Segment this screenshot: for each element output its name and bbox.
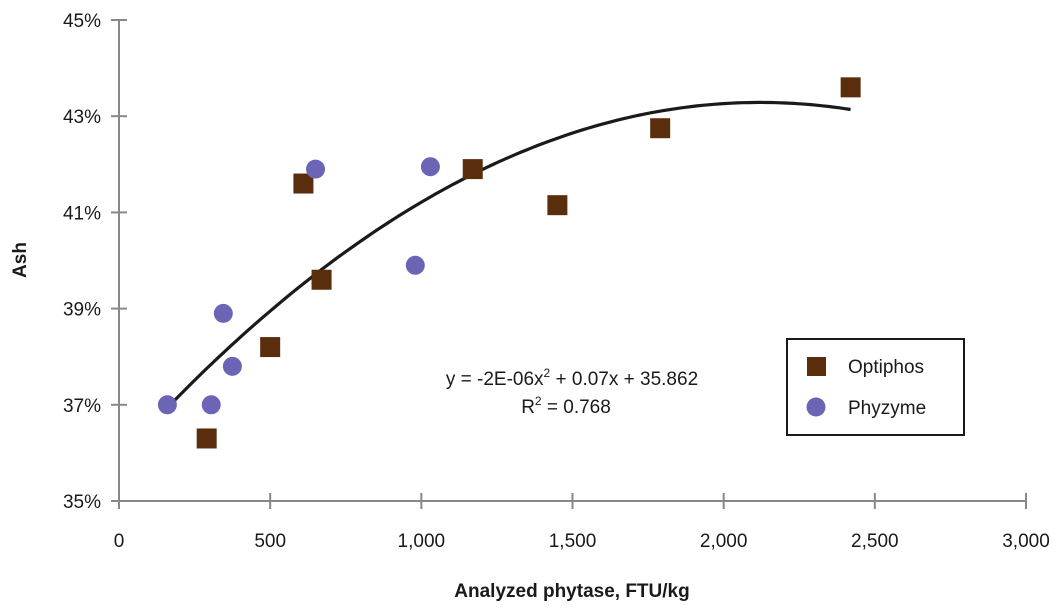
- point-optiphos: [547, 195, 568, 216]
- svg-text:R2 = 0.768: R2 = 0.768: [521, 394, 611, 418]
- data-markers: [157, 77, 861, 449]
- point-phyzyme: [201, 395, 221, 415]
- x-tick-label: 0: [114, 531, 125, 552]
- point-phyzyme: [213, 303, 233, 323]
- point-optiphos: [650, 118, 671, 139]
- point-phyzyme: [420, 157, 440, 177]
- y-tick-label: 39%: [63, 300, 101, 321]
- legend: Optiphos Phyzyme: [786, 338, 965, 436]
- y-tick-label: 37%: [63, 396, 101, 417]
- point-optiphos: [196, 428, 217, 449]
- legend-label-optiphos: Optiphos: [848, 357, 924, 378]
- point-optiphos: [311, 269, 332, 290]
- y-tick-label: 35%: [63, 492, 101, 513]
- x-tick-label: 2,000: [700, 531, 748, 552]
- point-optiphos: [260, 337, 281, 358]
- y-tick-label: 43%: [63, 107, 101, 128]
- trendline: [166, 100, 851, 409]
- point-phyzyme: [306, 159, 326, 179]
- point-phyzyme: [222, 356, 242, 376]
- y-ticks: 35% 37% 39% 41% 43% 45%: [63, 11, 127, 513]
- legend-box: [786, 338, 965, 436]
- x-tick-label: 1,500: [549, 531, 597, 552]
- point-optiphos: [293, 173, 314, 194]
- y-tick-label: 41%: [63, 203, 101, 224]
- point-optiphos: [840, 77, 861, 98]
- y-axis-title: Ash: [10, 242, 31, 278]
- point-optiphos: [462, 159, 483, 180]
- x-ticks: 0 500 1,000 1,500 2,000 2,500 3,000: [114, 493, 1050, 552]
- legend-label-phyzyme: Phyzyme: [848, 398, 926, 419]
- r2-exponent: 2: [535, 394, 542, 408]
- svg-text:y = -2E-06x2 + 0.07x + 35.862: y = -2E-06x2 + 0.07x + 35.862: [446, 366, 698, 390]
- legend-marker-phyzyme: [806, 397, 826, 417]
- r2-prefix: R: [521, 397, 535, 418]
- x-tick-label: 3,000: [1002, 531, 1050, 552]
- x-tick-label: 1,000: [398, 531, 446, 552]
- x-axis-title: Analyzed phytase, FTU/kg: [454, 581, 689, 602]
- equation-prefix: y = -2E-06x: [446, 369, 544, 390]
- x-tick-label: 2,500: [851, 531, 899, 552]
- r2-suffix: = 0.768: [542, 397, 611, 418]
- trend-equation: y = -2E-06x2 + 0.07x + 35.862 R2 = 0.768: [446, 366, 698, 418]
- equation-suffix: + 0.07x + 35.862: [550, 369, 698, 390]
- point-phyzyme: [405, 255, 425, 275]
- equation-exponent: 2: [544, 366, 551, 380]
- y-tick-label: 45%: [63, 11, 101, 32]
- point-phyzyme: [157, 395, 177, 415]
- legend-marker-optiphos: [807, 357, 826, 376]
- x-tick-label: 500: [254, 531, 286, 552]
